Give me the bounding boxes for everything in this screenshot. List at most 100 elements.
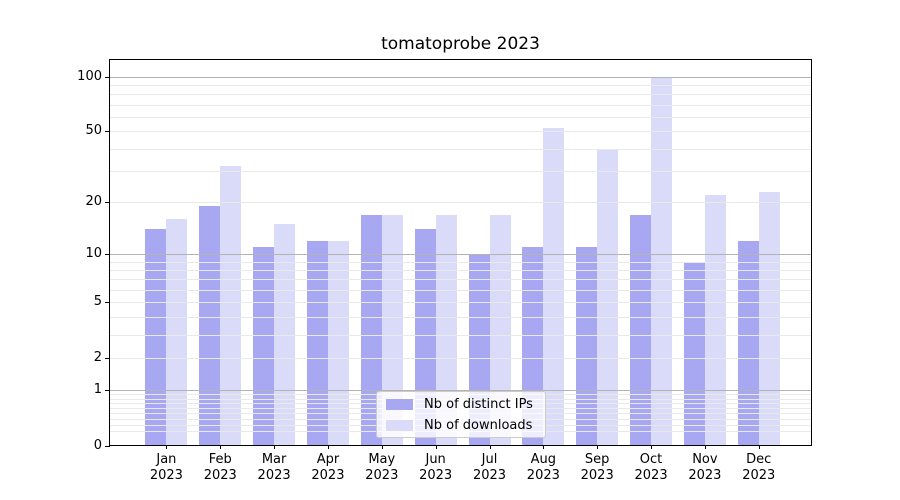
legend-swatch-distinct-ips <box>386 398 413 410</box>
y-tick-label: 5 <box>93 294 102 310</box>
y-tick-label: 20 <box>85 194 102 210</box>
x-axis-tick <box>381 445 383 449</box>
minor-gridline <box>110 261 811 263</box>
minor-gridline <box>110 85 811 87</box>
x-tick-year: 2023 <box>472 468 507 483</box>
x-tick-year: 2023 <box>634 468 668 483</box>
x-axis-tick <box>489 445 491 449</box>
x-tick-label: Jan 2023 <box>136 452 196 484</box>
y-tick-label: 0 <box>93 437 102 453</box>
x-tick-year: 2023 <box>526 468 560 483</box>
x-tick-month: May <box>368 452 396 467</box>
minor-gridline <box>110 94 811 96</box>
legend-item-distinct-ips: Nb of distinct IPs <box>377 396 545 413</box>
bar-downloads-dec <box>758 191 780 445</box>
minor-gridline <box>110 357 811 359</box>
x-tick-month: Apr <box>316 452 340 467</box>
bar-distinct-ips-sep <box>576 246 598 445</box>
x-tick-year: 2023 <box>742 468 776 483</box>
bar-downloads-jun <box>435 214 457 445</box>
x-tick-year: 2023 <box>365 468 399 483</box>
legend-label-downloads: Nb of downloads <box>424 417 533 433</box>
y-tick-label: 100 <box>77 68 102 84</box>
x-tick-year: 2023 <box>149 468 183 483</box>
bar-downloads-apr <box>327 240 349 445</box>
x-tick-year: 2023 <box>311 468 345 483</box>
bar-downloads-jul <box>489 214 511 445</box>
minor-gridline <box>110 269 811 271</box>
y-axis-tick <box>105 357 110 359</box>
bar-distinct-ips-dec <box>737 240 759 445</box>
legend-item-downloads: Nb of downloads <box>377 417 545 434</box>
x-tick-month: Feb <box>208 452 232 467</box>
x-tick-label: Aug 2023 <box>513 452 573 484</box>
major-gridline <box>110 76 811 78</box>
x-axis-tick <box>704 445 706 449</box>
bar-downloads-mar <box>274 223 296 445</box>
x-tick-label: Feb 2023 <box>190 452 250 484</box>
x-axis-tick <box>597 445 599 449</box>
minor-gridline <box>110 104 811 106</box>
x-axis-tick <box>435 445 437 449</box>
minor-gridline <box>110 116 811 118</box>
x-tick-month: Jun <box>425 452 446 467</box>
y-axis-tick <box>105 390 110 392</box>
x-axis-tick <box>274 445 276 449</box>
x-tick-year: 2023 <box>419 468 453 483</box>
x-axis-tick <box>651 445 653 449</box>
x-tick-label: Mar 2023 <box>244 452 304 484</box>
x-axis-tick <box>758 445 760 449</box>
bar-distinct-ips-apr <box>306 240 328 445</box>
x-tick-month: Oct <box>639 452 663 467</box>
y-axis-tick <box>105 131 110 133</box>
minor-gridline <box>110 171 811 173</box>
x-tick-month: Jul <box>481 452 498 467</box>
x-tick-year: 2023 <box>257 468 291 483</box>
x-tick-month: Aug <box>530 452 557 467</box>
minor-gridline <box>110 334 811 336</box>
x-tick-month: Dec <box>746 452 772 467</box>
minor-gridline <box>110 302 811 304</box>
chart-title: tomatoprobe 2023 <box>381 34 540 54</box>
plot-area: Nb of distinct IPs Nb of downloads 0 1 2 5 1… <box>77 59 812 483</box>
bar-distinct-ips-oct <box>630 214 652 445</box>
y-axis-tick <box>105 445 110 447</box>
x-tick-label: Sep 2023 <box>567 452 627 484</box>
bar-downloads-nov <box>704 194 726 445</box>
x-tick-year: 2023 <box>203 468 237 483</box>
x-tick-label: Dec 2023 <box>729 452 789 484</box>
major-gridline <box>110 253 811 255</box>
x-axis-tick <box>220 445 222 449</box>
x-tick-label: Oct 2023 <box>621 452 681 484</box>
minor-gridline <box>110 131 811 133</box>
legend-label-distinct-ips: Nb of distinct IPs <box>424 396 533 412</box>
bar-downloads-may <box>381 214 403 445</box>
minor-gridline <box>110 290 811 291</box>
y-axis-tick <box>105 302 110 304</box>
minor-gridline <box>110 279 811 281</box>
bar-distinct-ips-mar <box>253 246 275 445</box>
major-gridline <box>110 390 811 392</box>
legend: Nb of distinct IPs Nb of downloads <box>376 391 546 438</box>
minor-gridline <box>110 202 811 204</box>
y-tick-label: 1 <box>93 382 102 398</box>
y-tick-label: 50 <box>85 123 102 139</box>
x-tick-label: Nov 2023 <box>675 452 735 484</box>
x-tick-month: Mar <box>261 452 287 467</box>
y-tick-label: 10 <box>85 245 102 261</box>
bar-distinct-ips-may <box>360 214 382 445</box>
y-axis-tick <box>105 76 110 78</box>
x-axis-tick <box>327 445 329 449</box>
x-tick-label: Jun 2023 <box>406 452 466 484</box>
bar-downloads-feb <box>220 166 242 445</box>
y-axis-tick <box>105 253 110 255</box>
y-tick-label: 2 <box>93 349 102 365</box>
bar-distinct-ips-feb <box>199 206 221 445</box>
x-tick-month: Jan <box>156 452 177 467</box>
bar-downloads-aug <box>543 128 565 445</box>
x-tick-year: 2023 <box>580 468 614 483</box>
minor-gridline <box>110 316 811 318</box>
x-axis-tick <box>166 445 168 449</box>
x-tick-month: Nov <box>692 452 718 467</box>
